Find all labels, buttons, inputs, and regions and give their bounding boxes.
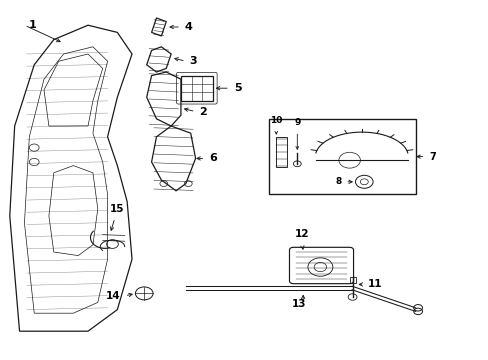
- Text: 1: 1: [28, 20, 36, 30]
- Text: 7: 7: [428, 152, 435, 162]
- Text: 5: 5: [233, 83, 241, 93]
- Text: 9: 9: [293, 118, 300, 127]
- Text: 14: 14: [106, 291, 121, 301]
- Text: 11: 11: [367, 279, 382, 289]
- Text: 6: 6: [209, 153, 217, 163]
- Text: 3: 3: [189, 56, 197, 66]
- Bar: [276, 137, 286, 167]
- Text: 15: 15: [110, 204, 124, 214]
- Text: 2: 2: [199, 107, 207, 117]
- Text: 10: 10: [269, 116, 282, 125]
- Text: 13: 13: [291, 299, 306, 309]
- Bar: [268, 119, 415, 194]
- Text: 8: 8: [334, 177, 341, 186]
- Bar: [181, 76, 212, 101]
- Bar: [349, 277, 355, 283]
- Text: 12: 12: [294, 229, 309, 239]
- Text: 4: 4: [184, 22, 192, 32]
